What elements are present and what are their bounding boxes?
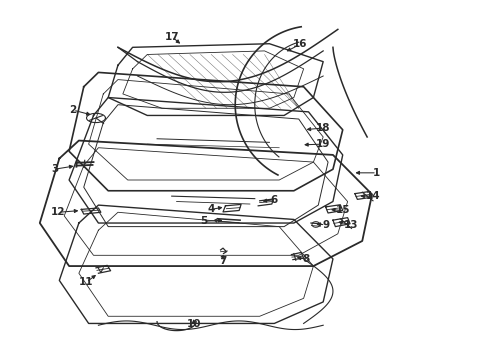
Text: 10: 10: [187, 319, 201, 329]
Text: 17: 17: [165, 32, 179, 41]
Text: 12: 12: [51, 207, 66, 217]
Text: 13: 13: [344, 220, 359, 230]
Text: 5: 5: [200, 216, 207, 226]
Text: 8: 8: [302, 254, 310, 264]
Text: 1: 1: [373, 168, 381, 178]
Text: 19: 19: [316, 139, 330, 149]
Text: 7: 7: [220, 256, 227, 266]
Text: 6: 6: [270, 195, 278, 205]
Text: 11: 11: [79, 277, 94, 287]
Text: 15: 15: [336, 206, 350, 216]
Text: 14: 14: [366, 191, 381, 201]
Text: 9: 9: [322, 220, 329, 230]
Text: 16: 16: [293, 40, 307, 49]
Text: 4: 4: [207, 204, 215, 215]
Text: 18: 18: [316, 123, 330, 133]
Text: 3: 3: [51, 164, 58, 174]
Text: 2: 2: [70, 105, 76, 115]
